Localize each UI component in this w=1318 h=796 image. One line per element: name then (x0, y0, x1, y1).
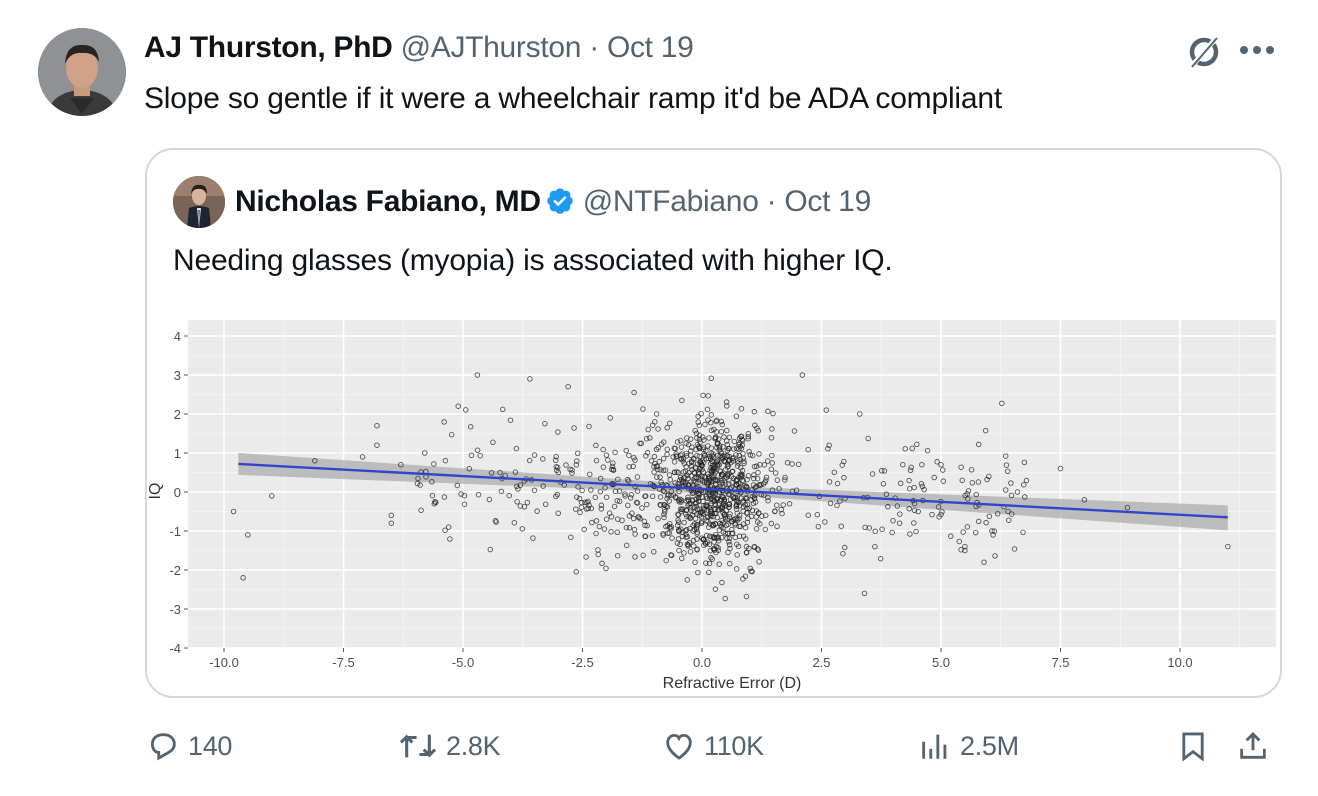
views-count: 2.5M (960, 730, 1019, 761)
tweet-header: AJ Thurston, PhD @AJThurston · Oct 19 (144, 28, 694, 68)
views-button[interactable]: 2.5M (918, 726, 1019, 766)
repost-icon (399, 734, 437, 758)
bookmark-icon (1182, 732, 1204, 762)
quoted-tweet-text: Needing glasses (myopia) is associated w… (173, 244, 893, 277)
avatar-photo (38, 28, 126, 116)
dot (1240, 46, 1248, 54)
share-icon (1240, 731, 1266, 759)
quoted-tweet-header: Nicholas Fabiano, MD @NTFabiano · Oct 19 (235, 182, 871, 222)
tweet-date[interactable]: Oct 19 (606, 31, 694, 64)
more-icon[interactable] (1240, 40, 1280, 60)
avatar-photo (173, 176, 225, 228)
tweet-actions-bar: 140 2.8K 110K 2.5M (0, 716, 1318, 776)
grok-icon[interactable] (1184, 32, 1224, 72)
separator: · (766, 185, 777, 218)
repost-button[interactable]: 2.8K (398, 726, 501, 766)
tweet-text: Slope so gentle if it were a wheelchair … (144, 82, 1002, 115)
like-button[interactable]: 110K (662, 726, 764, 766)
author-name[interactable]: AJ Thurston, PhD (144, 31, 393, 64)
dot (1266, 46, 1274, 54)
quoted-author-avatar[interactable] (173, 176, 225, 228)
bookmark-button[interactable] (1176, 726, 1210, 766)
quoted-author-name[interactable]: Nicholas Fabiano, MD (235, 185, 541, 218)
share-button[interactable] (1236, 726, 1270, 766)
author-handle[interactable]: @AJThurston (400, 31, 582, 64)
reply-icon (150, 733, 176, 761)
heart-icon (666, 733, 692, 760)
views-icon (922, 734, 947, 759)
dot (1253, 46, 1261, 54)
author-avatar[interactable] (38, 28, 126, 116)
quoted-author-handle[interactable]: @NTFabiano (582, 185, 759, 218)
quoted-tweet-card[interactable]: Nicholas Fabiano, MD @NTFabiano · Oct 19… (145, 148, 1282, 698)
verified-badge-icon[interactable] (545, 186, 575, 216)
repost-count: 2.8K (446, 730, 501, 761)
like-count: 110K (704, 730, 764, 761)
quoted-tweet-date[interactable]: Oct 19 (784, 185, 871, 218)
reply-button[interactable]: 140 (146, 726, 232, 766)
separator: · (589, 31, 599, 64)
reply-count: 140 (188, 730, 233, 761)
